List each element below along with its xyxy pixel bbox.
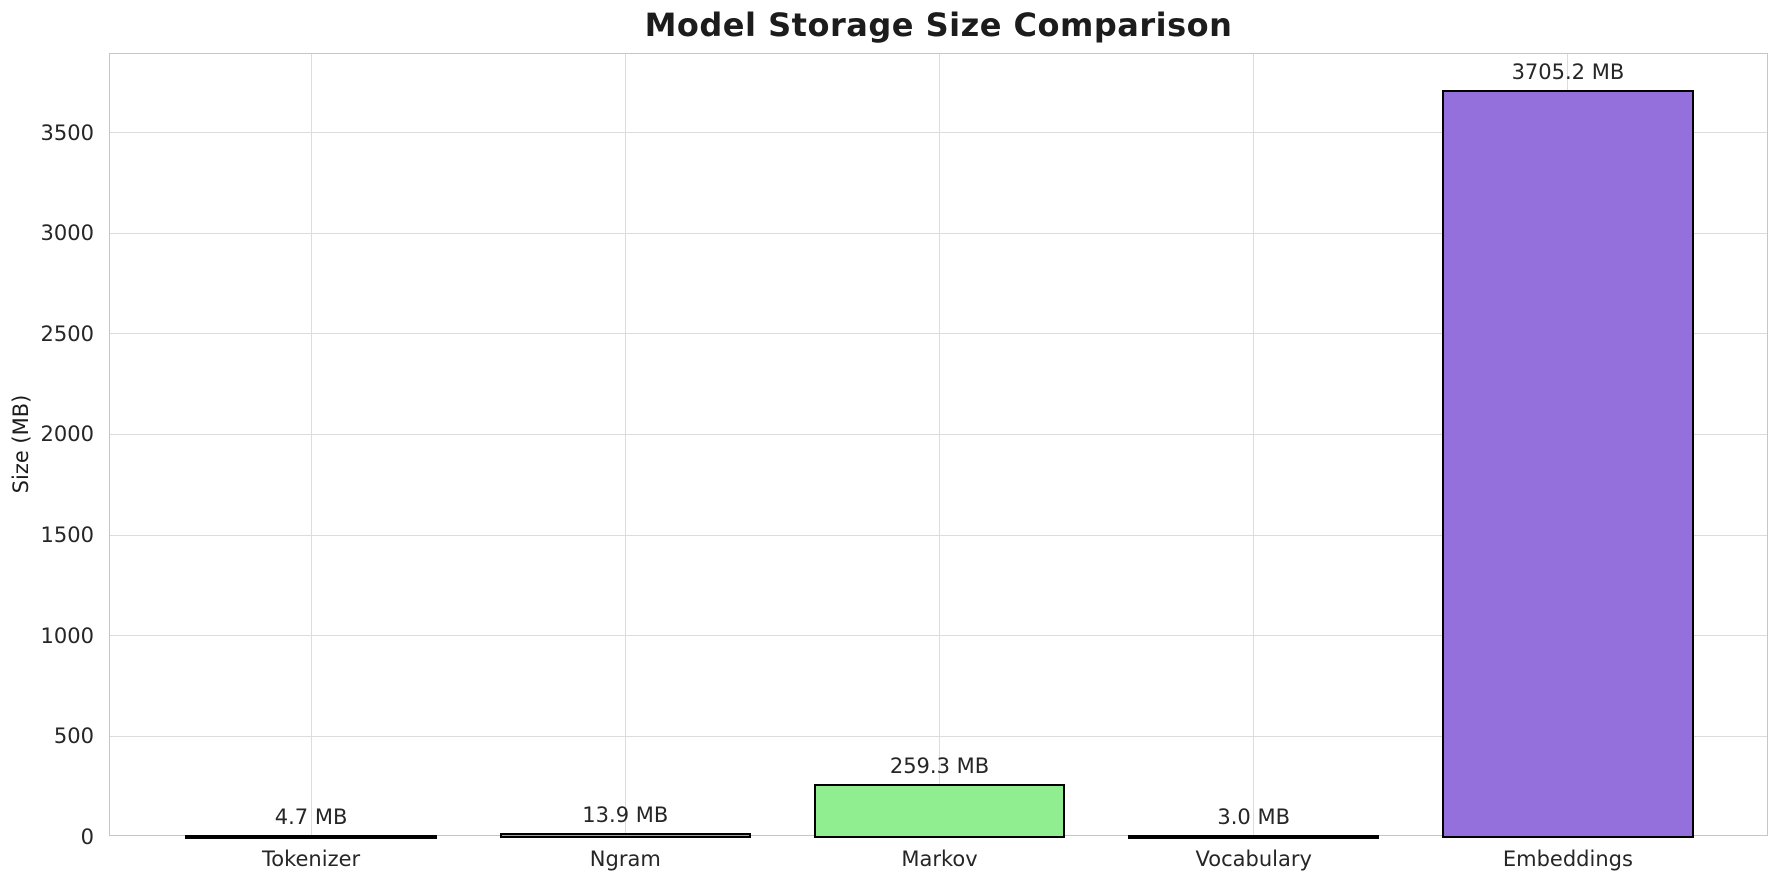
y-tick-label: 2000	[40, 422, 94, 447]
bar-value-label: 259.3 MB	[889, 754, 990, 778]
vertical-gridline	[310, 54, 312, 835]
x-tick-label: Embeddings	[1502, 847, 1633, 871]
horizontal-gridline	[110, 534, 1767, 536]
x-tick-label: Markov	[901, 847, 978, 871]
y-tick-label: 3500	[40, 120, 94, 145]
horizontal-gridline	[110, 735, 1767, 737]
horizontal-gridline	[110, 232, 1767, 234]
x-tick-label: Tokenizer	[261, 847, 361, 871]
plot-area: 0 500 1000 1500 2000 2500 3000 3500 4.7 MB Tokeni…	[41, 53, 1768, 871]
bar-vocabulary	[1128, 835, 1380, 839]
y-tick-label: 1000	[40, 623, 94, 648]
bar-value-label: 3.0 MB	[1217, 805, 1290, 829]
y-tick-label: 0	[80, 825, 94, 849]
bar-markov	[813, 784, 1066, 838]
bar-tokenizer	[185, 835, 437, 839]
chart-title: Model Storage Size Comparison	[644, 6, 1233, 44]
vertical-gridline	[624, 54, 626, 835]
bar-ngram	[499, 833, 751, 838]
bar-value-label: 4.7 MB	[274, 805, 348, 829]
bar-value-label: 3705.2 MB	[1511, 60, 1625, 84]
x-tick-label: Ngram	[589, 847, 661, 871]
bar-embeddings	[1442, 90, 1694, 838]
bar-value-label: 13.9 MB	[582, 803, 669, 827]
horizontal-gridline	[110, 132, 1767, 133]
horizontal-gridline	[110, 333, 1767, 335]
y-tick-label: 1500	[40, 523, 94, 548]
vertical-gridline	[1253, 54, 1255, 835]
horizontal-gridline	[110, 635, 1767, 637]
y-tick-label: 500	[53, 724, 94, 749]
y-tick-label: 2500	[40, 321, 94, 346]
horizontal-gridline	[110, 433, 1767, 435]
x-tick-label: Vocabulary	[1195, 847, 1312, 871]
y-tick-label: 3000	[40, 221, 94, 246]
vertical-gridline	[939, 54, 940, 835]
